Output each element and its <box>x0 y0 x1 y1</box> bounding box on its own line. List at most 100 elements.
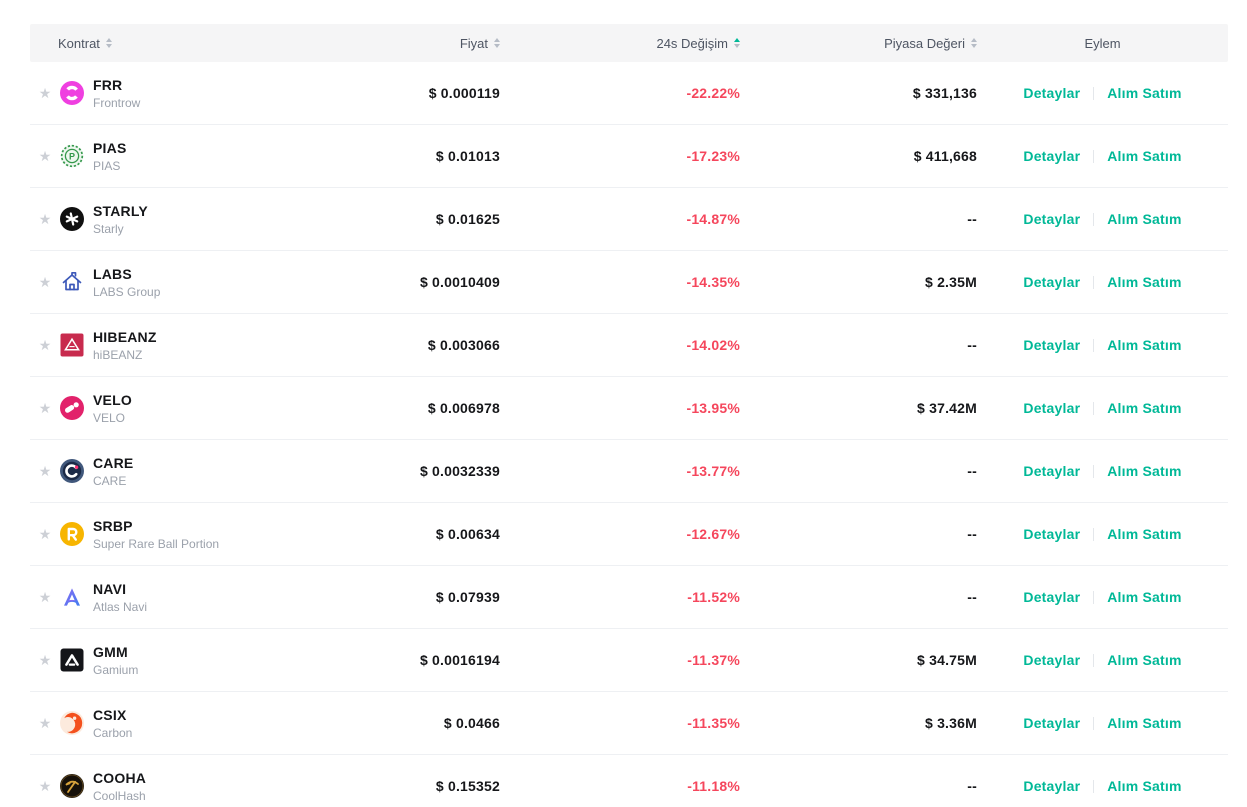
price-cell: $ 0.07939 <box>435 589 500 605</box>
details-link[interactable]: Detaylar <box>1023 526 1081 542</box>
column-header-price[interactable]: Fiyat <box>390 36 500 51</box>
action-divider <box>1093 590 1095 604</box>
details-link[interactable]: Detaylar <box>1023 274 1081 290</box>
coin-names: HIBEANZ hiBEANZ <box>93 329 157 362</box>
table-header-row: Kontrat Fiyat 24s Değişim Piyasa Değeri … <box>30 24 1228 62</box>
coin-symbol: GMM <box>93 643 128 660</box>
market-cap-cell: -- <box>967 211 977 227</box>
coin-names: COOHA CoolHash <box>93 770 146 803</box>
favorite-star-icon[interactable]: ★ <box>38 778 52 794</box>
market-cap-cell: -- <box>967 337 977 353</box>
trade-link[interactable]: Alım Satım <box>1107 589 1182 605</box>
favorite-star-icon[interactable]: ★ <box>38 400 52 416</box>
contract-cell: LABS LABS Group <box>60 266 390 299</box>
trade-link[interactable]: Alım Satım <box>1107 652 1182 668</box>
contract-cell: CSIX Carbon <box>60 707 390 740</box>
favorite-star-icon[interactable]: ★ <box>38 652 52 668</box>
price-cell: $ 0.0466 <box>443 715 500 731</box>
column-header-label: Kontrat <box>58 35 100 51</box>
price-cell: $ 0.003066 <box>427 337 500 353</box>
change-24h-cell: -22.22% <box>686 85 740 101</box>
coin-name: Super Rare Ball Portion <box>93 536 220 551</box>
details-link[interactable]: Detaylar <box>1023 211 1081 227</box>
favorite-cell: ★ <box>30 779 60 793</box>
details-link[interactable]: Detaylar <box>1023 148 1081 164</box>
price-cell: $ 0.0016194 <box>419 652 500 668</box>
column-header-market_cap[interactable]: Piyasa Değeri <box>740 36 977 51</box>
action-cell: Detaylar Alım Satım <box>977 526 1228 542</box>
trade-link[interactable]: Alım Satım <box>1107 526 1182 542</box>
details-link[interactable]: Detaylar <box>1023 400 1081 416</box>
pias-icon: P <box>60 144 84 168</box>
coin-symbol: FRR <box>93 76 123 93</box>
cooha-icon <box>60 774 84 798</box>
details-link[interactable]: Detaylar <box>1023 85 1081 101</box>
column-header-contract[interactable]: Kontrat <box>30 36 390 51</box>
change-24h-cell: -13.77% <box>686 463 740 479</box>
market-contracts-table: Kontrat Fiyat 24s Değişim Piyasa Değeri … <box>30 24 1228 807</box>
contract-cell: CARE CARE <box>60 455 390 488</box>
coin-symbol: NAVI <box>93 580 127 597</box>
contract-cell: COOHA CoolHash <box>60 770 390 803</box>
action-cell: Detaylar Alım Satım <box>977 85 1228 101</box>
favorite-star-icon[interactable]: ★ <box>38 589 52 605</box>
favorite-star-icon[interactable]: ★ <box>38 274 52 290</box>
favorite-star-icon[interactable]: ★ <box>38 148 52 164</box>
trade-link[interactable]: Alım Satım <box>1107 274 1182 290</box>
coin-name: Atlas Navi <box>93 599 148 614</box>
column-header-action: Eylem <box>977 36 1228 51</box>
favorite-star-icon[interactable]: ★ <box>38 715 52 731</box>
action-divider <box>1093 527 1095 541</box>
table-row: ★ VELO VELO $ 0.006978 -13.95% $ 37.42M … <box>30 377 1228 440</box>
favorite-star-icon[interactable]: ★ <box>38 337 52 353</box>
action-divider <box>1093 464 1095 478</box>
gmm-icon <box>60 648 84 672</box>
favorite-star-icon[interactable]: ★ <box>38 526 52 542</box>
trade-link[interactable]: Alım Satım <box>1107 400 1182 416</box>
price-cell: $ 0.0010409 <box>419 274 500 290</box>
trade-link[interactable]: Alım Satım <box>1107 463 1182 479</box>
details-link[interactable]: Detaylar <box>1023 778 1081 794</box>
table-row: ★ GMM Gamium $ 0.0016194 -11.37% $ 34.75… <box>30 629 1228 692</box>
favorite-cell: ★ <box>30 275 60 289</box>
price-cell: $ 0.01625 <box>435 211 500 227</box>
market-cap-cell: -- <box>967 778 977 794</box>
column-header-change[interactable]: 24s Değişim <box>500 36 740 51</box>
market-cap-cell: $ 331,136 <box>912 85 977 101</box>
action-cell: Detaylar Alım Satım <box>977 589 1228 605</box>
details-link[interactable]: Detaylar <box>1023 337 1081 353</box>
change-24h-cell: -11.52% <box>687 589 740 605</box>
frr-icon <box>60 81 84 105</box>
favorite-cell: ★ <box>30 401 60 415</box>
market-cap-cell: $ 2.35M <box>925 274 977 290</box>
details-link[interactable]: Detaylar <box>1023 589 1081 605</box>
table-row: ★ FRR Frontrow $ 0.000119 -22.22% $ 331,… <box>30 62 1228 125</box>
favorite-star-icon[interactable]: ★ <box>38 463 52 479</box>
change-24h-cell: -11.37% <box>687 652 740 668</box>
trade-link[interactable]: Alım Satım <box>1107 778 1182 794</box>
change-24h-cell: -11.18% <box>687 778 740 794</box>
details-link[interactable]: Detaylar <box>1023 652 1081 668</box>
table-row: ★ CSIX Carbon $ 0.0466 -11.35% $ 3.36M D… <box>30 692 1228 755</box>
change-24h-cell: -17.23% <box>686 148 740 164</box>
srbp-icon <box>60 522 84 546</box>
details-link[interactable]: Detaylar <box>1023 463 1081 479</box>
change-24h-cell: -13.95% <box>686 400 740 416</box>
action-cell: Detaylar Alım Satım <box>977 778 1228 794</box>
action-divider <box>1093 653 1095 667</box>
favorite-star-icon[interactable]: ★ <box>38 85 52 101</box>
coin-name: LABS Group <box>93 284 161 299</box>
favorite-star-icon[interactable]: ★ <box>38 211 52 227</box>
coin-name: VELO <box>93 410 126 425</box>
trade-link[interactable]: Alım Satım <box>1107 211 1182 227</box>
column-header-label: Piyasa Değeri <box>884 35 965 51</box>
trade-link[interactable]: Alım Satım <box>1107 337 1182 353</box>
coin-symbol: CSIX <box>93 706 127 723</box>
details-link[interactable]: Detaylar <box>1023 715 1081 731</box>
market-cap-cell: -- <box>967 526 977 542</box>
favorite-cell: ★ <box>30 590 60 604</box>
contract-cell: VELO VELO <box>60 392 390 425</box>
trade-link[interactable]: Alım Satım <box>1107 715 1182 731</box>
trade-link[interactable]: Alım Satım <box>1107 148 1182 164</box>
trade-link[interactable]: Alım Satım <box>1107 85 1182 101</box>
